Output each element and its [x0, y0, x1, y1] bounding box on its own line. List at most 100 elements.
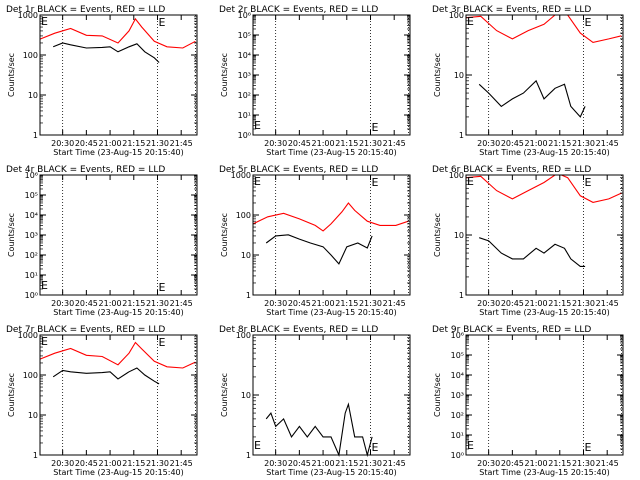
event-marker-label: E	[158, 16, 165, 29]
x-tick-label: 21:15	[548, 139, 571, 148]
x-tick-label: 21:00	[99, 139, 122, 148]
y-axis-label: Counts/sec	[220, 213, 229, 257]
event-marker-label: E	[371, 121, 378, 134]
x-tick-label: 20:45	[501, 299, 524, 308]
y-tick-label: 10¹	[238, 111, 251, 120]
y-tick-label: 1	[459, 131, 464, 140]
event-marker-label: E	[254, 119, 261, 132]
y-tick-label: 10⁶	[238, 11, 251, 20]
y-tick-label: 1	[246, 451, 251, 460]
event-marker-label: E	[158, 281, 165, 294]
event-marker-label: E	[467, 15, 474, 28]
x-tick-label: 21:30	[359, 139, 382, 148]
x-tick-label: 21:15	[335, 459, 358, 468]
event-marker-label: E	[41, 15, 48, 28]
plot-frame	[465, 174, 624, 296]
x-tick-label: 21:45	[383, 459, 406, 468]
x-axis-label: Start Time (23-Aug-15 20:15:40)	[479, 148, 610, 157]
x-tick-label: 20:45	[501, 459, 524, 468]
y-tick-label: 1	[459, 291, 464, 300]
y-tick-label: 10¹	[451, 431, 464, 440]
x-tick-label: 21:45	[170, 459, 193, 468]
y-tick-label: 100	[23, 51, 38, 60]
y-tick-label: 10	[28, 91, 38, 100]
y-tick-label: 10⁰	[25, 291, 38, 300]
plot-panel-7: Det 7r BLACK = Events, RED = LLD 1 10 100 10…	[6, 325, 198, 477]
event-marker-label: E	[254, 439, 261, 452]
y-tick-label: 1000	[18, 11, 38, 20]
x-tick-label: 20:30	[477, 459, 500, 468]
y-tick-label: 10⁴	[451, 371, 464, 380]
event-marker-label: E	[371, 176, 378, 189]
plot-title: Det 8r BLACK = Events, RED = LLD	[219, 325, 378, 335]
x-tick-label: 21:00	[312, 459, 335, 468]
x-tick-label: 21:45	[596, 299, 619, 308]
x-tick-label: 20:30	[51, 459, 74, 468]
plot-title: Det 6r BLACK = Events, RED = LLD	[432, 165, 591, 175]
y-axis-label: Counts/sec	[433, 213, 442, 257]
event-marker-label: E	[584, 441, 591, 454]
y-tick-label: 10¹	[25, 271, 38, 280]
y-tick-label: 1	[33, 451, 38, 460]
events-series-line	[265, 234, 373, 265]
x-axis-label: Start Time (23-Aug-15 20:15:40)	[266, 468, 397, 477]
events-series-line	[52, 367, 160, 385]
x-tick-label: 20:45	[501, 139, 524, 148]
x-axis-label: Start Time (23-Aug-15 20:15:40)	[53, 468, 184, 477]
plot-frame	[465, 334, 624, 456]
plot-panel-5: Det 5r BLACK = Events, RED = LLD 1 10 100 10…	[219, 165, 411, 317]
plot-frame	[252, 174, 411, 296]
y-tick-label: 10⁰	[238, 131, 251, 140]
x-axis-label: Start Time (23-Aug-15 20:15:40)	[53, 148, 184, 157]
plot-frame	[39, 14, 198, 136]
y-tick-label: 1	[33, 131, 38, 140]
y-tick-label: 10⁶	[451, 331, 464, 340]
y-tick-label: 100	[449, 171, 464, 180]
plot-frame	[39, 174, 198, 296]
lld-series-line	[39, 341, 196, 369]
y-tick-label: 10²	[451, 411, 464, 420]
y-tick-label: 10⁵	[25, 191, 38, 200]
x-tick-label: 21:00	[99, 459, 122, 468]
x-tick-label: 21:15	[335, 299, 358, 308]
lld-series-line	[465, 174, 622, 203]
x-tick-label: 21:00	[312, 139, 335, 148]
x-tick-label: 20:45	[288, 139, 311, 148]
y-tick-label: 1	[246, 291, 251, 300]
y-axis-label: Counts/sec	[220, 373, 229, 417]
x-tick-label: 20:30	[477, 139, 500, 148]
y-tick-label: 10	[241, 251, 251, 260]
y-tick-label: 10³	[238, 71, 251, 80]
events-series-line	[478, 79, 586, 118]
y-axis-label: Counts/sec	[7, 53, 16, 97]
y-tick-label: 10³	[25, 231, 38, 240]
x-tick-label: 20:30	[477, 299, 500, 308]
y-tick-label: 10⁶	[25, 171, 38, 180]
y-tick-label: 10	[454, 71, 464, 80]
plot-title: Det 5r BLACK = Events, RED = LLD	[219, 165, 378, 175]
x-tick-label: 21:30	[359, 459, 382, 468]
x-tick-label: 21:00	[99, 299, 122, 308]
lld-series-line	[252, 202, 409, 232]
x-tick-label: 21:45	[170, 139, 193, 148]
x-tick-label: 21:15	[122, 299, 145, 308]
y-axis-label: Counts/sec	[220, 53, 229, 97]
x-tick-label: 21:45	[170, 299, 193, 308]
event-marker-label: E	[584, 16, 591, 29]
y-tick-label: 10⁴	[238, 51, 251, 60]
plot-panel-3: Det 3r BLACK = Events, RED = LLD 1 10 100 20…	[432, 5, 624, 157]
x-tick-label: 21:30	[146, 459, 169, 468]
event-marker-label: E	[158, 336, 165, 349]
x-tick-label: 21:00	[525, 299, 548, 308]
x-tick-label: 21:15	[335, 139, 358, 148]
event-marker-label: E	[467, 439, 474, 452]
plot-frame	[252, 14, 411, 136]
y-tick-label: 1000	[18, 331, 38, 340]
events-series-line	[479, 237, 586, 267]
plot-panel-6: Det 6r BLACK = Events, RED = LLD 1 10 100 20…	[432, 165, 624, 317]
x-tick-label: 21:30	[572, 299, 595, 308]
y-tick-label: 100	[23, 371, 38, 380]
x-tick-label: 20:45	[288, 299, 311, 308]
x-tick-label: 21:00	[525, 459, 548, 468]
